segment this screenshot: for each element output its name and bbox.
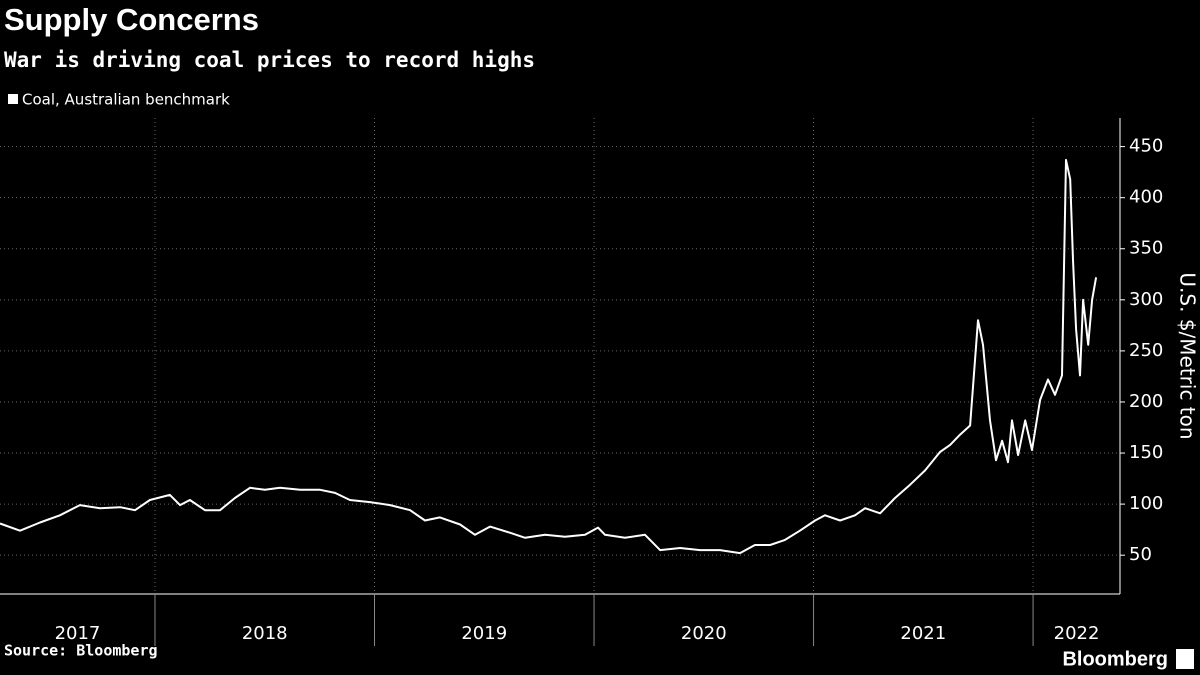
x-tick-label: 2021 <box>900 623 946 644</box>
x-tick-label: 2019 <box>461 623 507 644</box>
line <box>0 158 1098 555</box>
x-tick-label: 2022 <box>1054 623 1100 644</box>
y-axis-label: U.S. $/Metric ton <box>1176 272 1200 439</box>
y-tick-label: 250 <box>1129 340 1163 361</box>
source: Source: Bloomberg <box>4 642 158 660</box>
y-tick-label: 450 <box>1129 136 1163 157</box>
y-tick-label: 300 <box>1129 289 1163 310</box>
y-tick-label: 50 <box>1129 544 1152 565</box>
legend-swatch <box>8 94 18 104</box>
y-tick-label: 200 <box>1129 391 1163 412</box>
chart-subtitle: War is driving coal prices to record hig… <box>4 48 535 72</box>
x-tick-label: 2020 <box>681 623 727 644</box>
brand: Bloomberg <box>1062 648 1168 670</box>
y-tick-label: 350 <box>1129 238 1163 259</box>
x-tick-label: 2017 <box>55 623 101 644</box>
x-tick-label: 2018 <box>242 623 288 644</box>
y-tick-label: 400 <box>1129 187 1163 208</box>
brand-icon <box>1176 649 1194 669</box>
legend-label: Coal, Australian benchmark <box>22 91 230 109</box>
y-tick-label: 100 <box>1129 493 1163 514</box>
y-tick-label: 150 <box>1129 442 1163 463</box>
chart-title: Supply Concerns <box>4 2 259 37</box>
